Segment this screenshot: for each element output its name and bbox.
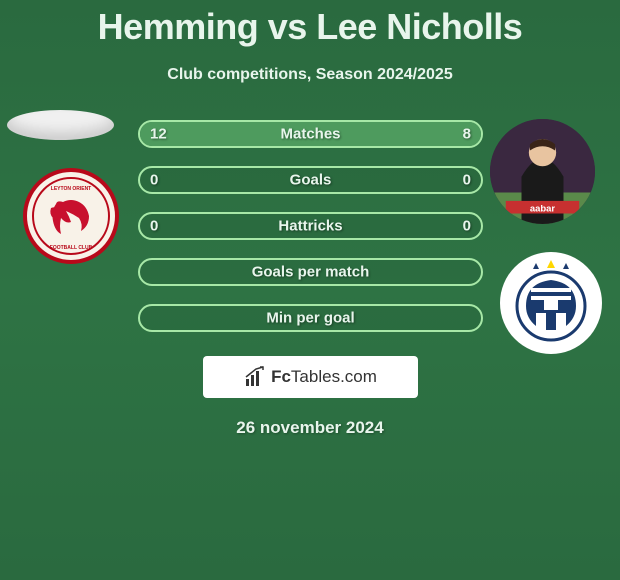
stat-bar-hattricks: 0 Hattricks 0 bbox=[138, 212, 483, 240]
stat-bar-mpg: Min per goal bbox=[138, 304, 483, 332]
stat-bar-gpm: Goals per match bbox=[138, 258, 483, 286]
bar-value-right: 8 bbox=[463, 126, 471, 143]
stat-bar-goals: 0 Goals 0 bbox=[138, 166, 483, 194]
stat-bar-matches: 12 Matches 8 bbox=[138, 120, 483, 148]
bar-fill-right bbox=[345, 122, 481, 146]
right-club-badge bbox=[500, 252, 602, 354]
left-club-badge: LEYTON ORIENT FOOTBALL CLUB bbox=[23, 168, 119, 264]
bar-label: Hattricks bbox=[278, 218, 342, 235]
bar-value-left: 0 bbox=[150, 218, 158, 235]
comparison-date: 26 november 2024 bbox=[0, 418, 620, 438]
svg-text:LEYTON ORIENT: LEYTON ORIENT bbox=[51, 186, 91, 192]
left-player-photo bbox=[7, 110, 114, 140]
svg-text:aabar: aabar bbox=[530, 203, 556, 214]
bar-label: Min per goal bbox=[266, 310, 354, 327]
comparison-content: aabar LEYTON ORIENT FOOTBALL CLUB bbox=[0, 112, 620, 352]
right-player-photo: aabar bbox=[490, 119, 595, 224]
bar-value-left: 0 bbox=[150, 172, 158, 189]
bar-value-left: 12 bbox=[150, 126, 167, 143]
svg-text:FOOTBALL CLUB: FOOTBALL CLUB bbox=[50, 245, 93, 251]
bar-label: Goals bbox=[290, 172, 332, 189]
comparison-subtitle: Club competitions, Season 2024/2025 bbox=[0, 66, 620, 84]
watermark: FcTables.com bbox=[203, 356, 418, 398]
bar-label: Goals per match bbox=[252, 264, 370, 281]
comparison-title: Hemming vs Lee Nicholls bbox=[0, 0, 620, 48]
bar-value-right: 0 bbox=[463, 218, 471, 235]
watermark-text: FcTables.com bbox=[271, 367, 377, 387]
bar-value-right: 0 bbox=[463, 172, 471, 189]
stat-bars: 12 Matches 8 0 Goals 0 0 Hattricks 0 Goa… bbox=[138, 120, 483, 350]
chart-icon bbox=[243, 365, 267, 389]
bar-label: Matches bbox=[280, 126, 340, 143]
